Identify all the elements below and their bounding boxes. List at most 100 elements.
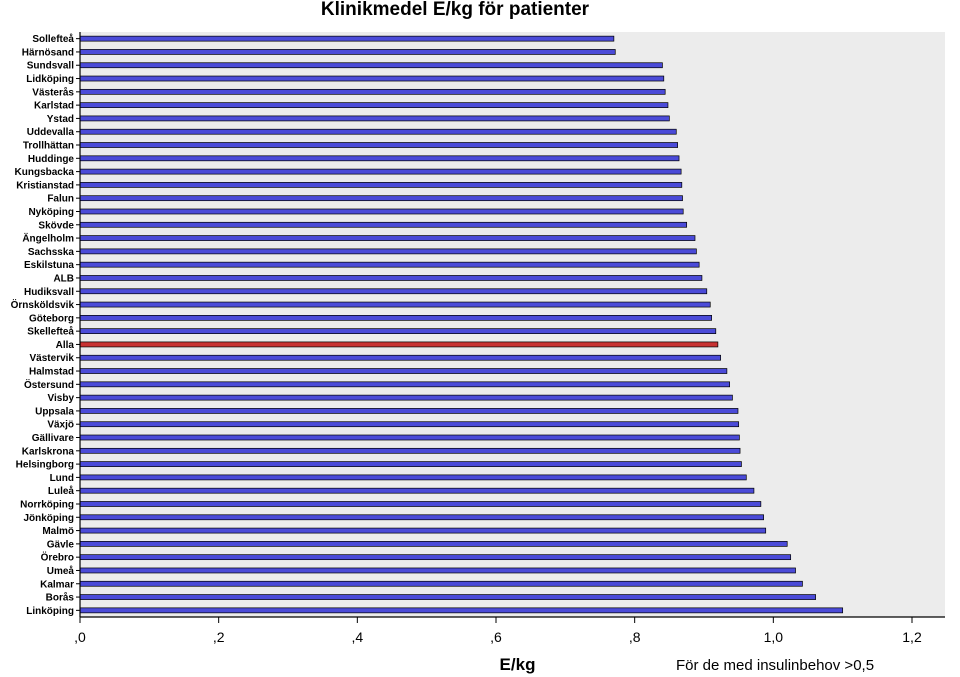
x-tick-label: ,8 <box>629 629 641 645</box>
y-tick-label: Borås <box>46 592 75 604</box>
y-tick-label: ALB <box>53 273 74 284</box>
y-tick-label: Linköping <box>26 606 74 617</box>
bar <box>79 474 747 481</box>
y-tick-label: Visby <box>48 393 75 404</box>
bar <box>79 128 677 135</box>
bar <box>79 75 665 82</box>
bar <box>79 301 711 308</box>
y-tick-label: Karlskrona <box>22 446 75 457</box>
bar <box>79 501 762 507</box>
bars-layer <box>79 35 844 614</box>
y-tick-label: Västervik <box>30 353 75 364</box>
bar <box>79 168 682 175</box>
y-tick-label: Umeå <box>47 565 75 577</box>
x-tick-label: 1,2 <box>902 629 922 645</box>
bar <box>79 461 742 467</box>
y-tick-label: Gällivare <box>32 433 75 444</box>
bar <box>79 261 700 268</box>
y-tick-label: Kungsbacka <box>15 167 75 178</box>
bar <box>79 408 739 414</box>
bar <box>79 421 740 428</box>
y-tick-label: Helsingborg <box>16 460 74 471</box>
bar <box>79 208 684 215</box>
bar <box>79 594 816 600</box>
bar <box>79 88 666 95</box>
y-tick-label: Gävle <box>47 539 75 550</box>
chart-title: Klinikmedel E/kg för patienter <box>320 0 590 20</box>
bar <box>79 527 767 534</box>
bar <box>79 102 669 108</box>
bar <box>79 368 728 374</box>
bar <box>79 554 792 561</box>
bar <box>79 275 703 281</box>
y-tick-label: Nyköping <box>28 207 74 218</box>
y-tick-label: Östersund <box>24 378 74 391</box>
axes: SollefteåHärnösandSundsvallLidköpingVäst… <box>11 32 945 645</box>
y-tick-label: Eskilstuna <box>24 260 74 271</box>
y-tick-label: Örebro <box>41 551 74 564</box>
x-axis-label: E/kg <box>499 655 536 674</box>
y-tick-label: Alla <box>56 340 75 351</box>
bar <box>79 142 679 148</box>
bar <box>79 434 740 441</box>
bar <box>79 115 670 122</box>
bar <box>79 607 844 614</box>
y-tick-label: Luleå <box>48 485 75 497</box>
y-tick-label: Växjö <box>47 420 74 431</box>
bar <box>79 447 741 454</box>
y-tick-label: Härnösand <box>22 47 74 58</box>
bar <box>79 221 688 228</box>
y-tick-label: Ystad <box>47 114 74 125</box>
y-tick-label: Skellefteå <box>27 326 74 338</box>
y-tick-label: Hudiksvall <box>24 287 74 298</box>
bar-highlight <box>79 341 719 348</box>
x-tick-label: 1,0 <box>764 629 784 645</box>
bar <box>79 35 615 42</box>
bar <box>79 394 733 401</box>
bar <box>79 248 697 255</box>
x-tick-label: ,2 <box>213 629 225 645</box>
bar <box>79 288 708 295</box>
y-tick-label: Sachsska <box>28 247 75 258</box>
y-tick-label: Falun <box>47 194 74 205</box>
bar <box>79 328 717 334</box>
x-tick-label: ,4 <box>351 629 363 645</box>
y-tick-label: Kalmar <box>40 579 74 590</box>
bar <box>79 514 764 521</box>
y-tick-label: Göteborg <box>29 313 74 324</box>
y-tick-label: Örnsköldsvik <box>11 298 75 311</box>
bar <box>79 487 755 494</box>
y-tick-label: Huddinge <box>28 154 75 165</box>
y-tick-label: Sundsvall <box>27 61 74 72</box>
bar <box>79 155 680 162</box>
x-tick-label: ,6 <box>490 629 502 645</box>
y-tick-label: Trollhättan <box>23 141 74 152</box>
bar <box>79 381 731 388</box>
bar <box>79 49 616 55</box>
bar <box>79 195 683 202</box>
bar <box>79 567 796 574</box>
y-tick-label: Malmö <box>42 526 74 537</box>
bar <box>79 62 663 69</box>
y-tick-label: Ängelholm <box>22 232 74 245</box>
y-tick-label: Lund <box>50 473 74 484</box>
y-tick-label: Norrköping <box>20 499 74 510</box>
y-tick-label: Kristianstad <box>16 180 74 191</box>
bar <box>79 235 696 241</box>
y-tick-label: Karlstad <box>34 101 74 112</box>
bar <box>79 315 712 321</box>
y-tick-label: Uddevalla <box>27 127 75 138</box>
y-tick-label: Skövde <box>38 220 74 231</box>
bar <box>79 182 683 188</box>
bar <box>79 541 788 547</box>
y-tick-label: Jönköping <box>23 513 74 524</box>
y-tick-label: Lidköping <box>26 74 74 85</box>
footnote: För de med insulinbehov >0,5 <box>676 657 875 674</box>
y-tick-label: Uppsala <box>35 406 74 417</box>
y-tick-label: Halmstad <box>29 367 74 378</box>
bar <box>79 580 803 587</box>
x-tick-label: ,0 <box>74 629 86 645</box>
y-tick-label: Västerås <box>32 86 74 98</box>
bar <box>79 354 721 361</box>
